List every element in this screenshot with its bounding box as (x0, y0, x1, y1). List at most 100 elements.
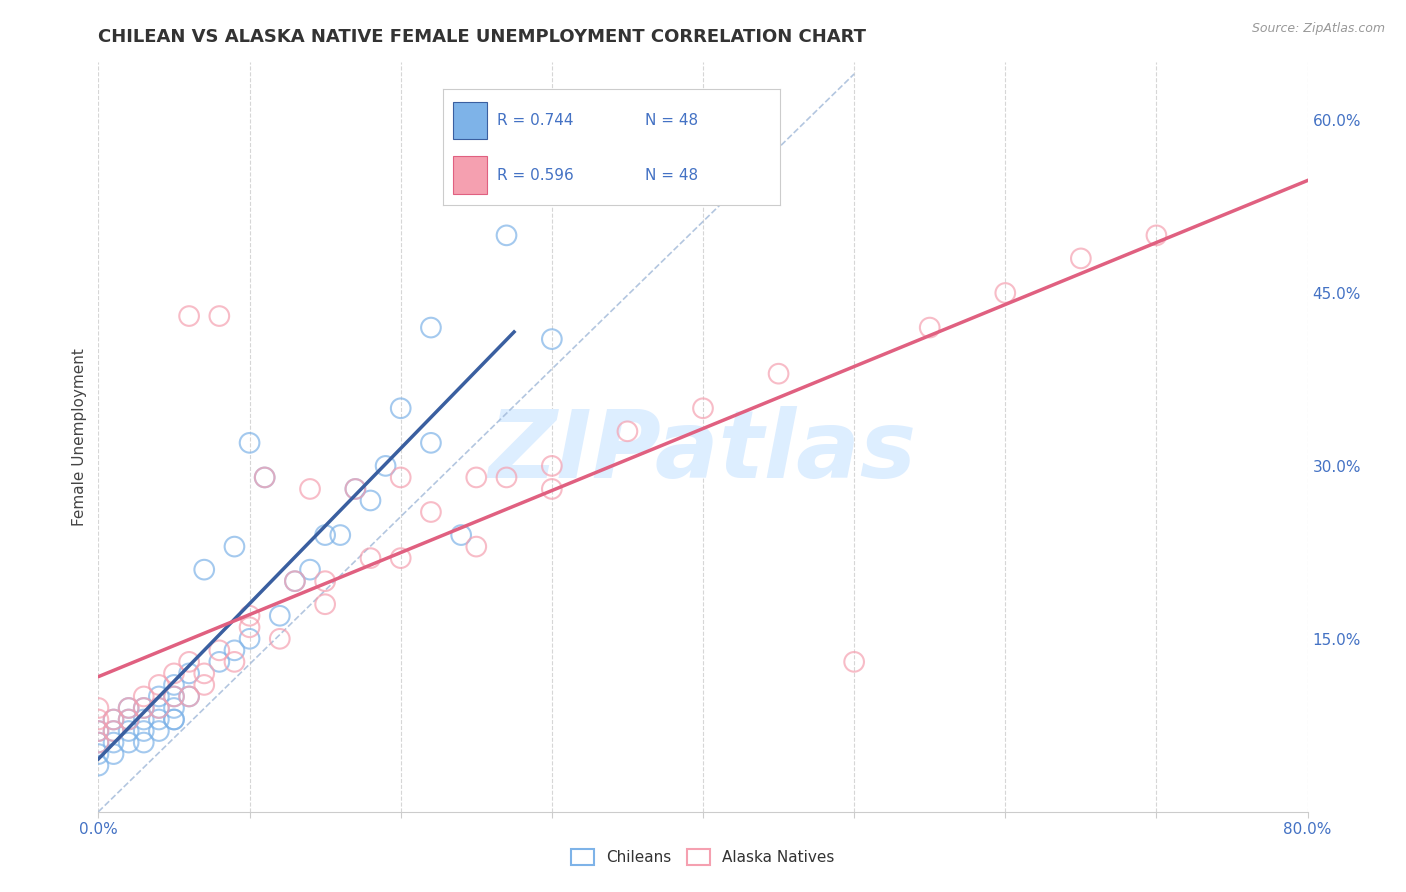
Point (163, 666, 186, 681)
Point (465, 470, 488, 484)
Point (148, 678, 170, 692)
Point (87, 747, 110, 761)
Point (540, 482, 562, 496)
Point (163, 701, 186, 715)
Point (389, 551, 412, 566)
Text: CHILEAN VS ALASKA NATIVE FEMALE UNEMPLOYMENT CORRELATION CHART: CHILEAN VS ALASKA NATIVE FEMALE UNEMPLOY… (98, 28, 866, 45)
Point (132, 735, 155, 749)
Text: R = 0.596: R = 0.596 (496, 168, 574, 183)
Point (239, 608, 262, 623)
Point (389, 401, 412, 416)
Point (239, 435, 262, 450)
Point (132, 701, 155, 715)
Point (495, 470, 517, 484)
Point (540, 458, 562, 473)
Point (179, 690, 201, 704)
Point (87, 701, 110, 715)
Point (179, 309, 201, 323)
Text: N = 48: N = 48 (645, 168, 699, 183)
Point (87, 735, 110, 749)
Point (1144, 228, 1167, 243)
Point (299, 482, 322, 496)
Point (118, 713, 141, 727)
Point (284, 574, 307, 589)
Point (844, 655, 866, 669)
Point (360, 493, 382, 508)
Point (132, 724, 155, 739)
Point (768, 367, 790, 381)
Point (495, 228, 517, 243)
Point (284, 574, 307, 589)
Point (193, 678, 215, 692)
Point (87, 724, 110, 739)
Point (389, 470, 412, 484)
Point (208, 655, 231, 669)
Legend: Chileans, Alaska Natives: Chileans, Alaska Natives (565, 843, 841, 871)
Point (314, 597, 336, 611)
Point (87, 758, 110, 772)
Text: ZIPatlas: ZIPatlas (489, 406, 917, 498)
Point (1070, 252, 1092, 266)
Bar (453, 102, 486, 139)
Point (616, 425, 638, 439)
Text: R = 0.744: R = 0.744 (496, 113, 574, 128)
Point (103, 724, 125, 739)
Point (163, 690, 186, 704)
Point (163, 713, 186, 727)
Point (224, 643, 246, 657)
Point (103, 747, 125, 761)
Point (239, 632, 262, 646)
Point (420, 435, 443, 450)
Point (540, 332, 562, 346)
Point (269, 608, 291, 623)
Point (269, 632, 291, 646)
Point (87, 713, 110, 727)
Y-axis label: Female Unemployment: Female Unemployment (72, 348, 87, 526)
Point (450, 528, 472, 542)
Point (193, 563, 215, 577)
Point (103, 713, 125, 727)
Point (179, 690, 201, 704)
Text: N = 48: N = 48 (645, 113, 699, 128)
Point (118, 701, 141, 715)
Point (208, 643, 231, 657)
Point (148, 724, 170, 739)
Point (148, 701, 170, 715)
Point (344, 482, 367, 496)
Point (918, 320, 941, 334)
Point (465, 540, 488, 554)
Point (329, 528, 352, 542)
Point (224, 655, 246, 669)
Text: Source: ZipAtlas.com: Source: ZipAtlas.com (1251, 22, 1385, 36)
Point (148, 701, 170, 715)
Point (374, 458, 396, 473)
Point (179, 666, 201, 681)
Point (163, 678, 186, 692)
Point (103, 735, 125, 749)
Point (360, 551, 382, 566)
Point (179, 655, 201, 669)
Point (299, 563, 322, 577)
Point (344, 482, 367, 496)
Point (87, 735, 110, 749)
Point (208, 309, 231, 323)
Point (118, 735, 141, 749)
Point (163, 690, 186, 704)
Point (253, 470, 276, 484)
Point (118, 713, 141, 727)
Point (420, 505, 443, 519)
Point (87, 724, 110, 739)
Point (118, 701, 141, 715)
Point (224, 540, 246, 554)
Point (132, 713, 155, 727)
Point (163, 713, 186, 727)
Point (420, 320, 443, 334)
Point (132, 701, 155, 715)
Point (193, 666, 215, 681)
Point (132, 690, 155, 704)
Point (314, 574, 336, 589)
Point (994, 285, 1017, 300)
Point (148, 690, 170, 704)
Point (253, 470, 276, 484)
Point (148, 713, 170, 727)
